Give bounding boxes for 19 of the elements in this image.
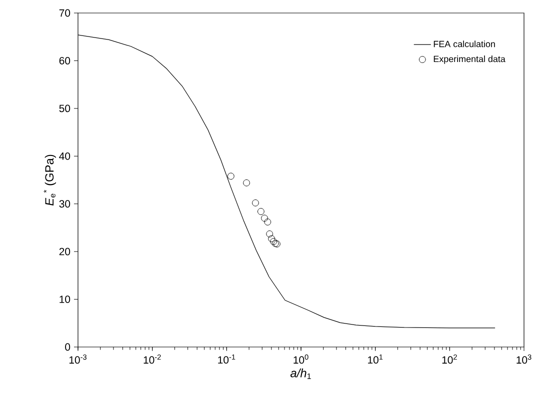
x-tick-label: 10$^{2}$ (442, 354, 457, 364)
legend-label: Experimental data (434, 56, 506, 64)
y-tick-label: 10 (60, 296, 70, 303)
legend-label: FEA calculation (434, 40, 495, 48)
y-tick-label: 70 (59, 9, 70, 17)
y-axis-title: E$_{e}$$^{*}$ (GPa) (44, 154, 56, 206)
x-tick-label: 10$^{3}$ (516, 354, 532, 364)
y-tick-label: 0 (65, 343, 70, 351)
x-axis-title: a/h$_{1}$ (290, 368, 311, 379)
x-tick-label: 10$^{0}$ (294, 354, 308, 364)
x-tick-label: 10$^{-3}$ (69, 354, 86, 364)
x-tick-label: 10$^{-1}$ (218, 354, 236, 364)
x-tick-label: 10$^{-2}$ (144, 354, 161, 364)
y-tick-label: 40 (59, 152, 70, 160)
y-tick-label: 30 (59, 200, 70, 208)
y-tick-label: 50 (59, 104, 70, 112)
x-tick-label: 10$^{1}$ (368, 354, 383, 364)
y-tick-label: 60 (59, 57, 70, 64)
y-tick-label: 20 (59, 248, 70, 256)
